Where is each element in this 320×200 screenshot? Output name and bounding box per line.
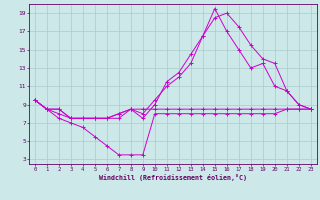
X-axis label: Windchill (Refroidissement éolien,°C): Windchill (Refroidissement éolien,°C)	[99, 174, 247, 181]
